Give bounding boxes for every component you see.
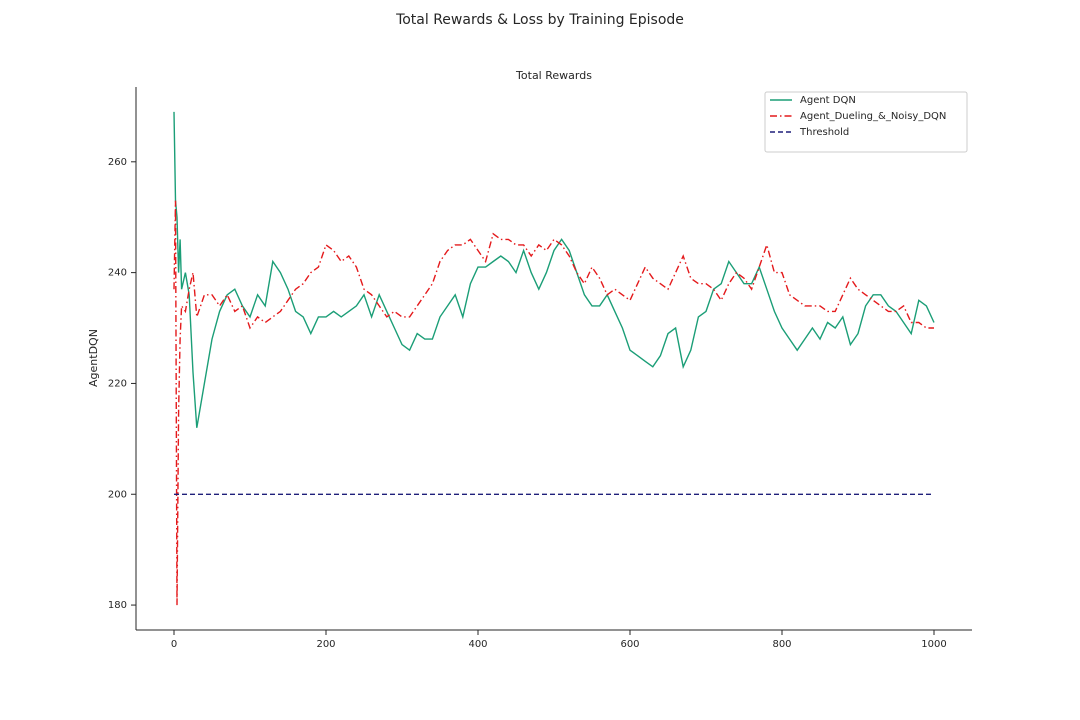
- y-tick-label: 260: [108, 157, 127, 168]
- y-tick-label: 220: [108, 378, 127, 389]
- y-tick-label: 180: [108, 600, 127, 611]
- y-tick-label: 240: [108, 268, 127, 279]
- series-line: [173, 200, 934, 606]
- x-tick-label: 0: [171, 639, 177, 650]
- legend-label: Threshold: [799, 127, 849, 138]
- legend-label: Agent DQN: [800, 95, 856, 106]
- x-tick-label: 1000: [921, 639, 946, 650]
- x-tick-label: 200: [316, 639, 335, 650]
- chart-suptitle: Total Rewards & Loss by Training Episode: [395, 12, 684, 28]
- x-tick-label: 600: [620, 639, 639, 650]
- chart-title: Total Rewards: [515, 69, 592, 82]
- legend-label: Agent_Dueling_&_Noisy_DQN: [800, 111, 946, 122]
- x-tick-label: 800: [772, 639, 791, 650]
- x-tick-label: 400: [468, 639, 487, 650]
- y-tick-label: 200: [108, 489, 127, 500]
- series-line: [173, 111, 935, 428]
- legend-box: [764, 91, 968, 153]
- y-axis-label: AgentDQN: [87, 329, 100, 387]
